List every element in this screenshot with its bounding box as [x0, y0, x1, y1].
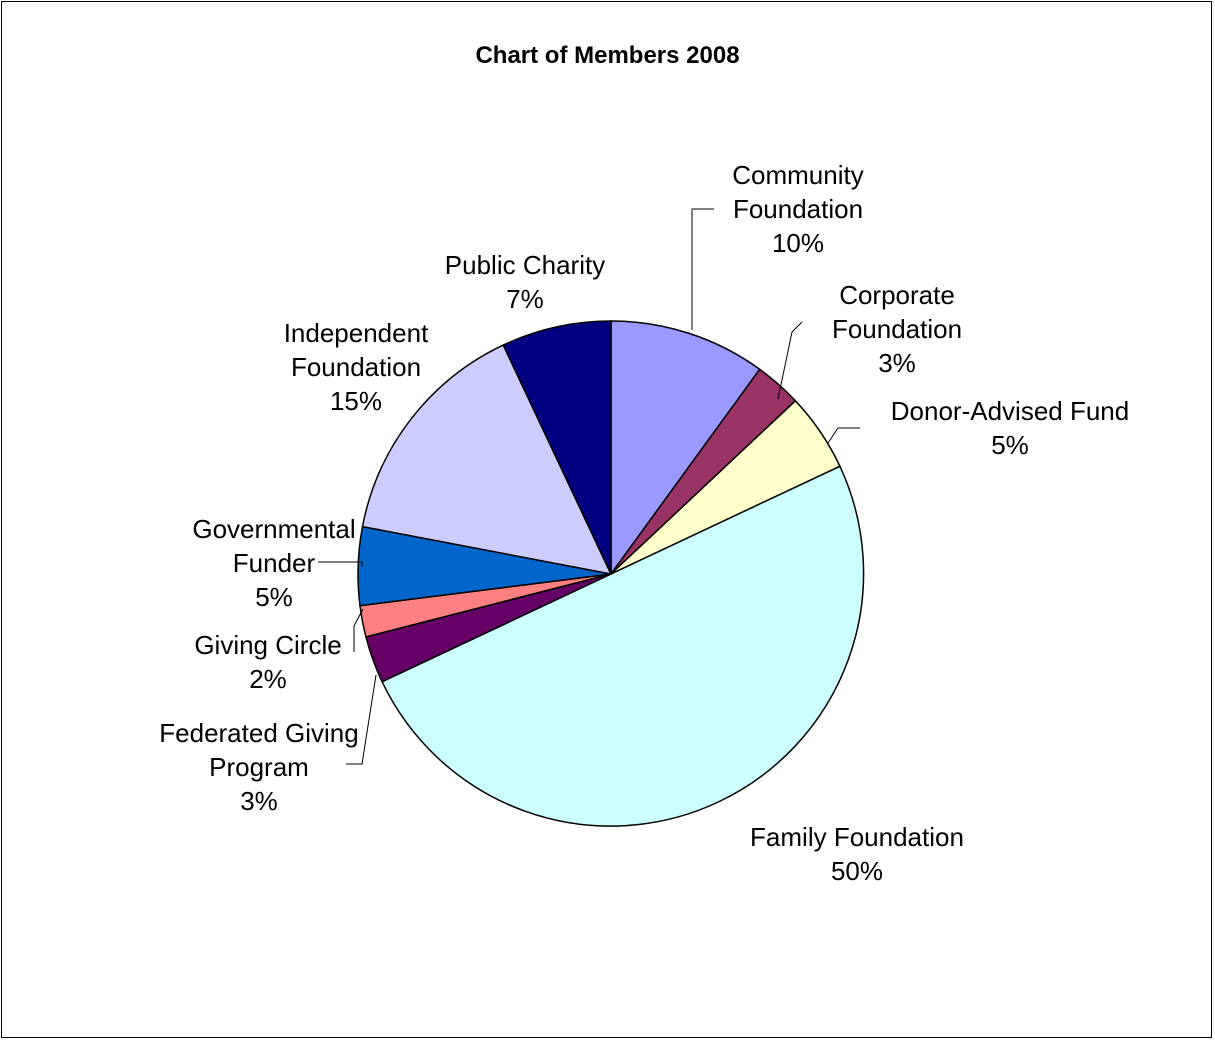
slice-label-3: Family Foundation 50% [750, 822, 964, 886]
leader-line-2 [827, 427, 860, 444]
slice-label-4-line-1: Program [209, 752, 309, 782]
slice-label-8-line-1: 7% [506, 284, 544, 314]
slice-label-7: Independent Foundation 15% [284, 318, 429, 416]
leader-line-4 [346, 674, 377, 765]
pie-slice-3 [381, 465, 865, 827]
pie-slice-8 [502, 320, 612, 575]
slice-label-3-line-0: Family Foundation [750, 822, 964, 852]
pie-slice-7 [361, 344, 613, 576]
leader-lines-layer [318, 208, 860, 765]
slice-label-1-line-1: Foundation [832, 314, 962, 344]
slice-label-2-line-1: 5% [991, 430, 1029, 460]
slice-label-4: Federated Giving Program 3% [159, 718, 358, 816]
leader-line-1 [777, 321, 803, 400]
slice-label-6: Governmental Funder 5% [192, 514, 355, 612]
slice-label-1-line-0: Corporate [839, 280, 955, 310]
slice-label-1-line-2: 3% [878, 348, 916, 378]
slice-label-5: Giving Circle 2% [194, 630, 341, 694]
slice-label-8: Public Charity 7% [445, 250, 605, 314]
slice-label-4-line-0: Federated Giving [159, 718, 358, 748]
pie-slice-0 [610, 320, 761, 577]
slice-label-7-line-1: Foundation [291, 352, 421, 382]
slice-label-6-line-0: Governmental [192, 514, 355, 544]
slice-label-5-line-1: 2% [249, 664, 287, 694]
slice-label-6-line-2: 5% [255, 582, 293, 612]
slice-label-7-line-0: Independent [284, 318, 429, 348]
slice-labels-layer: Community Foundation 10% Corporate Foundatio… [159, 160, 1129, 886]
slice-label-1: Corporate Foundation 3% [832, 280, 962, 378]
slice-label-4-line-2: 3% [240, 786, 278, 816]
leader-line-0 [691, 208, 714, 330]
slice-label-5-line-0: Giving Circle [194, 630, 341, 660]
chart-title: Chart of Members 2008 [475, 42, 740, 69]
slice-label-7-line-2: 15% [330, 386, 382, 416]
slice-label-0-line-2: 10% [772, 228, 824, 258]
slice-label-3-line-1: 50% [831, 856, 883, 886]
slice-label-6-line-1: Funder [233, 548, 316, 578]
slices-layer [357, 320, 865, 827]
slice-label-2-line-0: Donor-Advised Fund [891, 396, 1129, 426]
leader-line-6 [318, 561, 363, 567]
slice-label-0: Community Foundation 10% [732, 160, 863, 258]
slice-label-0-line-1: Foundation [733, 194, 863, 224]
leader-line-5 [353, 608, 364, 652]
slice-label-2: Donor-Advised Fund 5% [891, 396, 1129, 460]
slice-label-8-line-0: Public Charity [445, 250, 605, 280]
slice-label-0-line-0: Community [732, 160, 863, 190]
